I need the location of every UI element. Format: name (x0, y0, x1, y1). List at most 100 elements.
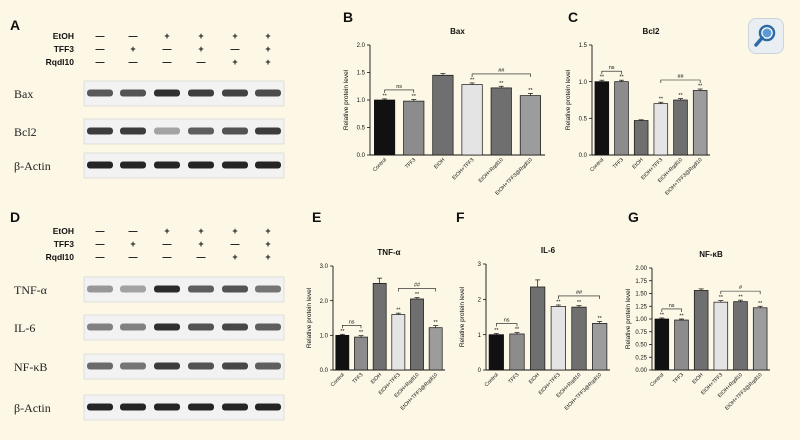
bar (550, 306, 566, 371)
treatment-sign: — (96, 44, 105, 54)
bracket-label: ns (396, 84, 402, 90)
treatment-sign: + (265, 239, 270, 249)
significance-label: ** (415, 292, 420, 298)
blot-strip (83, 118, 285, 145)
bracket-label: ns (669, 303, 675, 309)
treatment-sign: + (232, 252, 237, 262)
bar (410, 298, 424, 371)
y-tick-label: 1.0 (320, 334, 329, 340)
blot-band (154, 161, 180, 169)
x-tick-label: EtOH (691, 372, 704, 385)
blot-label: Bcl2 (14, 125, 37, 139)
significance-bracket (471, 73, 531, 77)
blot-band (255, 403, 281, 411)
blot-band (255, 323, 281, 331)
panel-letter: A (10, 17, 20, 33)
chart-F: IL-6 Relative protein level 0 1 2 3 ** Control *… (459, 246, 610, 412)
bar (461, 84, 483, 156)
blot-band (222, 161, 248, 169)
significance-label: ** (470, 77, 475, 83)
blot-band (188, 89, 214, 97)
significance-label: ** (499, 81, 504, 87)
bracket-label: ## (414, 283, 421, 289)
magnifier-icon (754, 24, 776, 47)
magnifier-button[interactable] (748, 18, 784, 54)
x-tick-label: EtOH+TFF3@Rqdl10 (400, 372, 440, 412)
significance-label: ** (577, 300, 582, 306)
blot-band (120, 323, 146, 331)
y-axis-label: Relative protein level (625, 288, 632, 349)
x-tick-label: TFF3 (351, 372, 364, 385)
blot-band (120, 127, 146, 135)
x-tick-label: TFF3 (672, 372, 685, 385)
blot-label: β-Actin (14, 401, 51, 415)
significance-label: ** (758, 301, 763, 307)
treatment-sign: — (96, 252, 105, 262)
blot-label: IL-6 (14, 321, 35, 335)
y-tick-label: 0.25 (635, 355, 647, 361)
bracket-label: ## (677, 74, 684, 80)
x-tick-label: TFF3 (612, 157, 625, 170)
treatment-sign: + (164, 226, 169, 236)
treatment-sign: + (164, 31, 169, 41)
treatment-sign: — (231, 239, 240, 249)
blot-band (154, 285, 180, 293)
treatment-sign: — (96, 31, 105, 41)
bracket-label: ns (609, 65, 615, 71)
chart-title: TNF-α (377, 248, 400, 257)
bar (571, 306, 587, 371)
blot-band (87, 127, 113, 135)
significance-label: ** (698, 84, 703, 90)
x-tick-label: EtOH+TFF3@Rqdl10 (664, 157, 704, 197)
treatment-label: EtOH (53, 31, 74, 41)
x-tick-label: EtOH (631, 157, 644, 170)
y-tick-label: 0.00 (635, 368, 647, 374)
y-tick-label: 1.0 (579, 80, 588, 86)
y-tick-label: 3 (478, 262, 482, 268)
treatment-sign: — (129, 57, 138, 67)
blot-band (120, 285, 146, 293)
y-tick-label: 0.75 (635, 330, 647, 336)
blot-band (188, 285, 214, 293)
significance-bracket (601, 70, 622, 75)
significance-bracket (660, 79, 701, 83)
x-tick-label: EtOH+TFF3@Rqdl10 (724, 372, 764, 412)
chart-title: IL-6 (541, 246, 556, 255)
significance-bracket (720, 290, 761, 295)
significance-label: ** (359, 330, 364, 336)
significance-label: ** (660, 312, 665, 318)
panel-letter: B (343, 9, 353, 25)
x-tick-label: Control (484, 372, 500, 388)
blot-band (87, 285, 113, 293)
bar (692, 90, 708, 156)
blot-band (188, 403, 214, 411)
blot-band (87, 323, 113, 331)
blot-band (188, 323, 214, 331)
chart-title: NF-κB (699, 250, 723, 259)
x-tick-label: EtOH (528, 372, 541, 385)
blot-band (222, 285, 248, 293)
blot-band (188, 362, 214, 370)
blot-band (255, 285, 281, 293)
significance-label: ** (396, 308, 401, 314)
treatment-sign: + (198, 31, 203, 41)
blot-strip (83, 353, 285, 380)
y-tick-label: 1.75 (635, 279, 647, 285)
bracket-label: ## (576, 290, 583, 296)
blot-band (188, 161, 214, 169)
y-tick-label: 1.25 (635, 304, 647, 310)
panel-letter: E (312, 209, 321, 225)
blot-strip (83, 80, 285, 107)
blot-label: NF-κB (14, 360, 47, 374)
treatment-label: Rqdl10 (46, 57, 75, 67)
y-tick-label: 0.5 (579, 117, 588, 123)
bar (490, 87, 512, 156)
treatment-sign: — (231, 44, 240, 54)
treatment-sign: — (129, 252, 138, 262)
x-tick-label: EtOH+Rqdl10 (478, 157, 505, 184)
y-tick-label: 0.0 (357, 153, 366, 159)
bar (752, 307, 768, 371)
treatment-sign: + (198, 44, 203, 54)
y-tick-label: 0.0 (320, 368, 329, 374)
x-tick-label: Control (372, 157, 388, 173)
